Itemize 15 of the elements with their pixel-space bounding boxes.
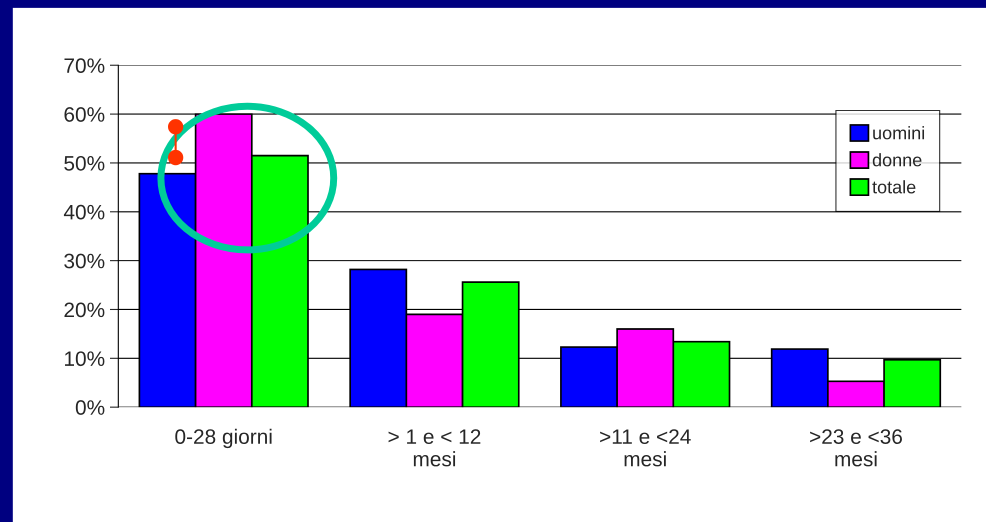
- y-tick-label: 20%: [64, 302, 104, 318]
- legend-label: donne: [872, 153, 922, 166]
- x-tick-label: > 1 e < 12 mesi: [388, 429, 480, 466]
- y-tick-label: 30%: [64, 254, 104, 268]
- x-tick-label: 0-28 giorni: [175, 428, 272, 448]
- x-tick-label: >23 e <36 mesi: [810, 429, 902, 466]
- legend-label: totale: [872, 180, 916, 194]
- y-tick-label: 50%: [64, 156, 104, 171]
- legend-label: uomini: [873, 126, 924, 140]
- x-tick-label: >11 e <24 mesi: [600, 429, 691, 466]
- y-tick-label: 70%: [64, 58, 104, 74]
- y-tick-label: 10%: [65, 351, 104, 366]
- y-tick-label: 40%: [64, 204, 104, 220]
- y-tick-label: 0%: [76, 400, 104, 415]
- y-tick-label: 60%: [64, 107, 104, 122]
